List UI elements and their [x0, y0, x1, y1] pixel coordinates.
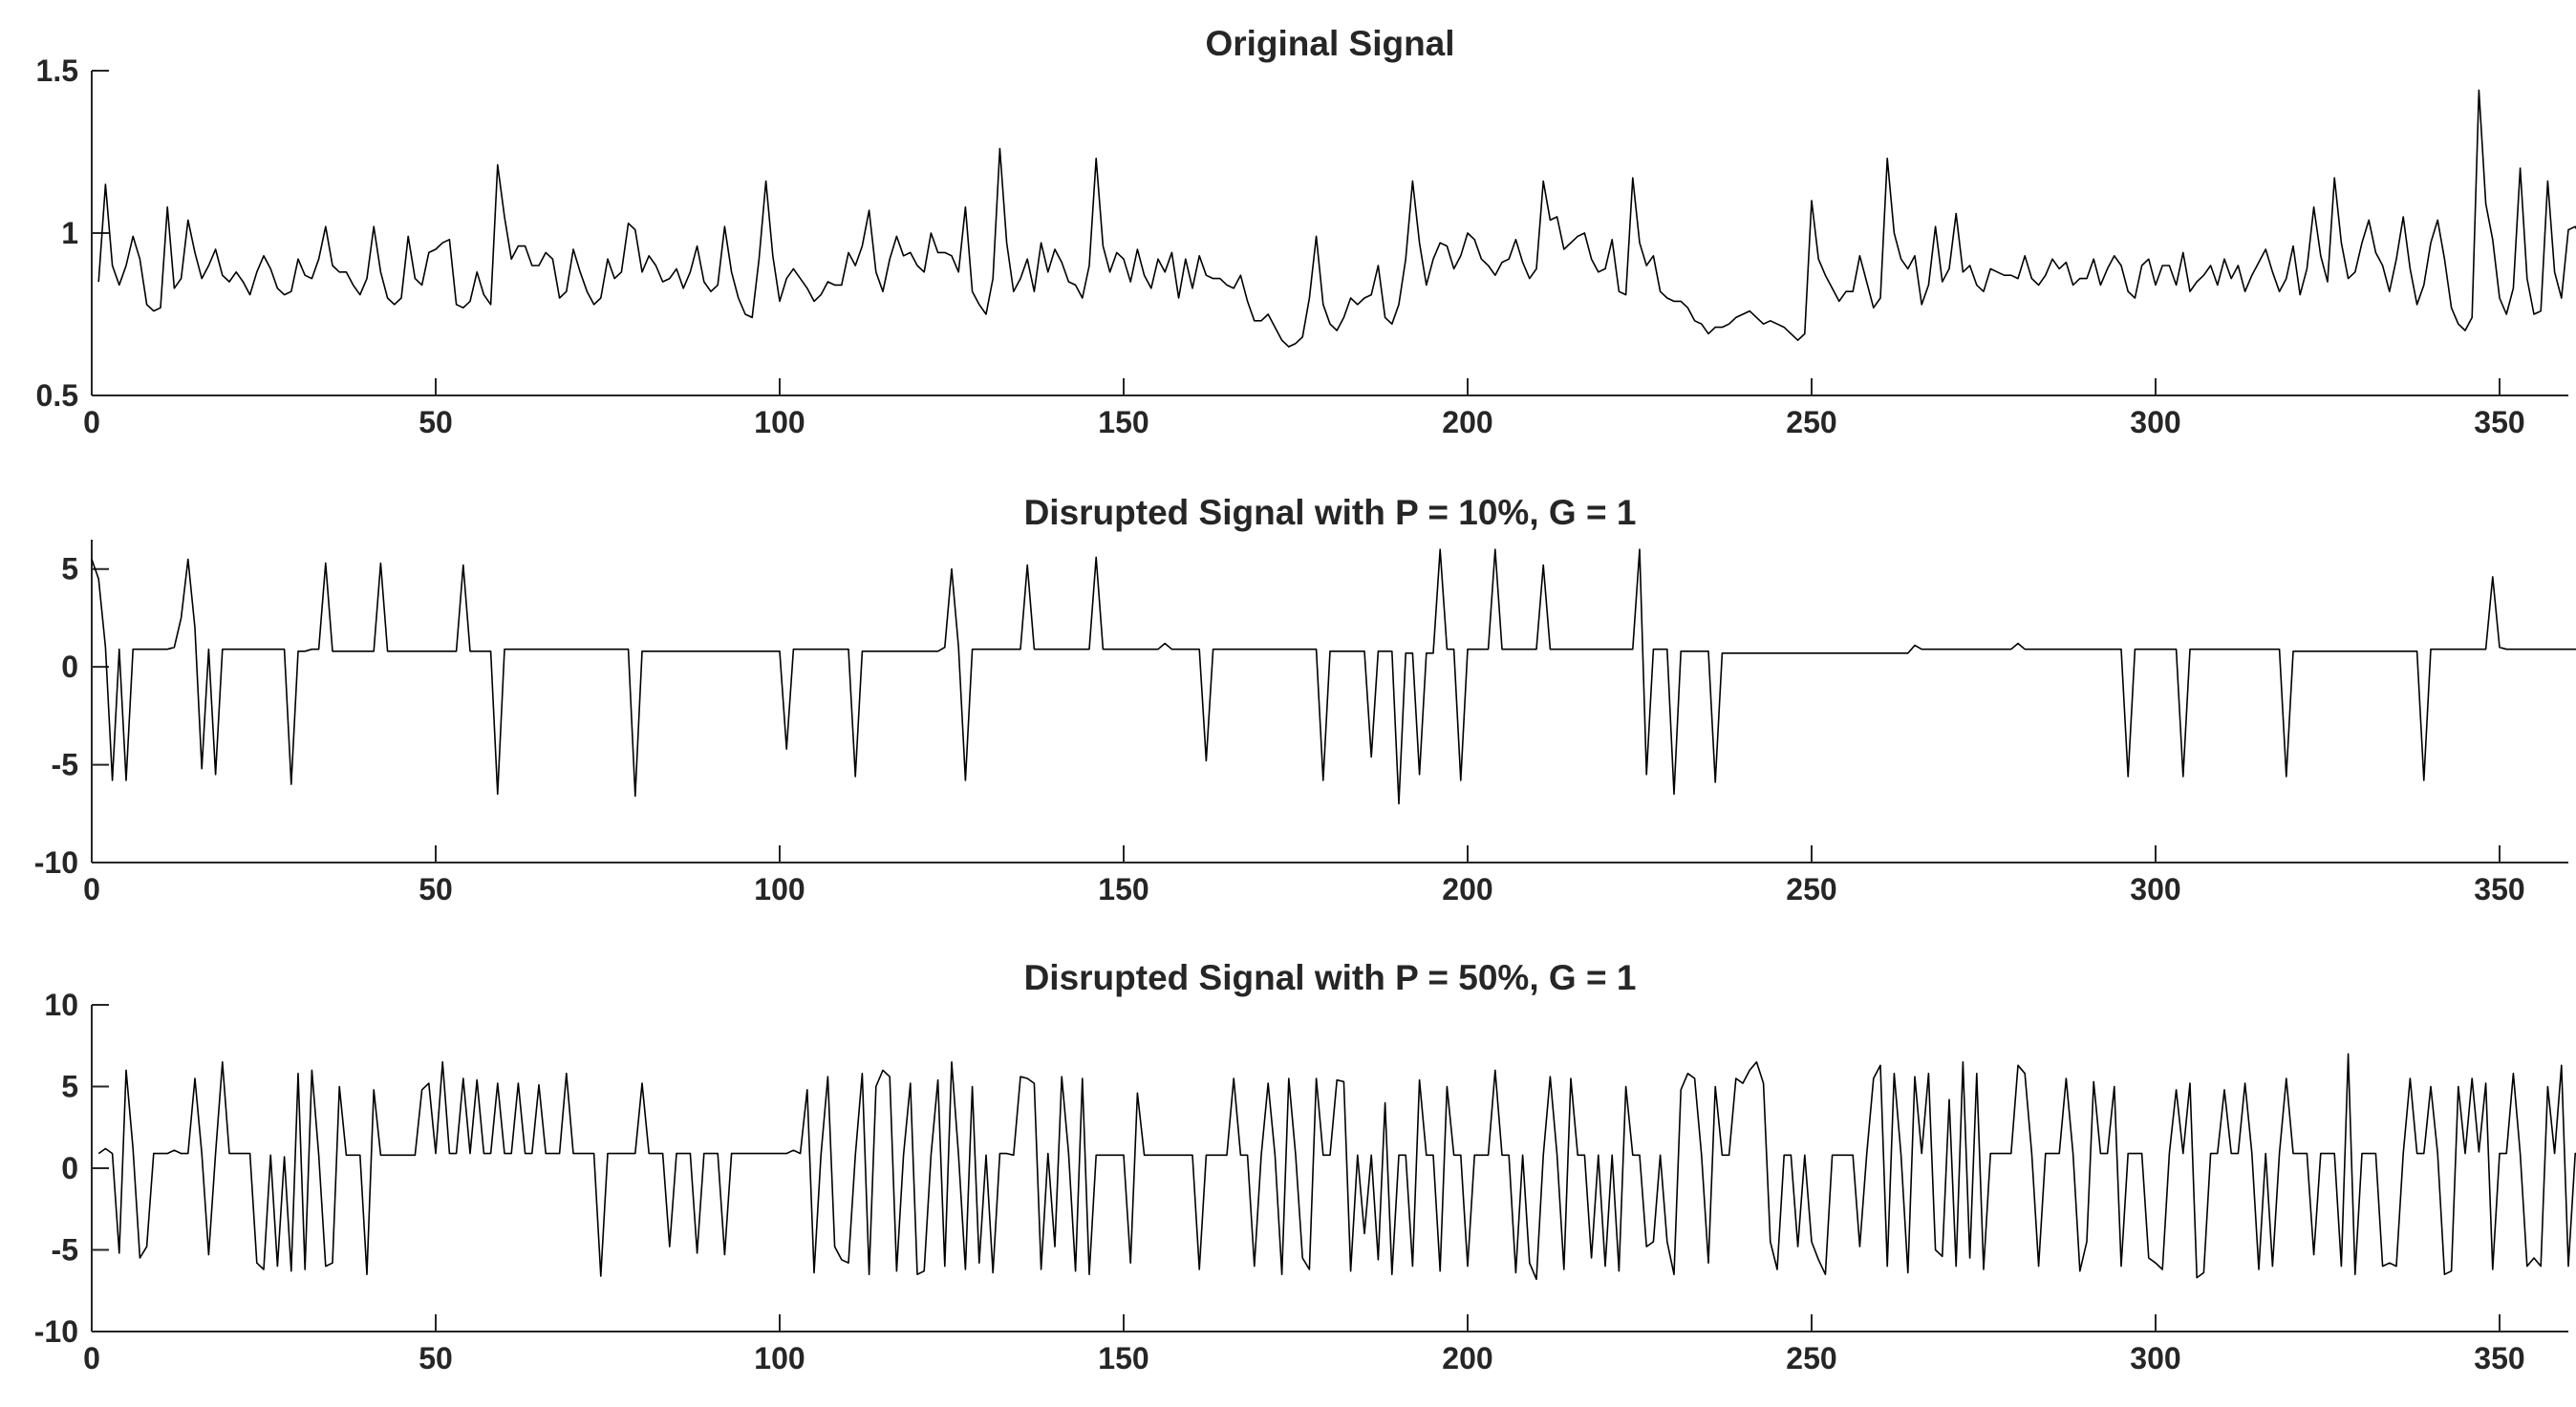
x-tick-label: 350 [2474, 872, 2524, 906]
x-tick-label: 100 [754, 1341, 805, 1375]
y-tick-label: 5 [61, 552, 78, 586]
x-tick-label: 150 [1098, 872, 1148, 906]
y-tick-label: 1 [61, 216, 78, 250]
x-tick-label: 100 [754, 872, 805, 906]
x-tick-label: 350 [2474, 405, 2524, 439]
x-tick-label: 150 [1098, 1341, 1148, 1375]
x-tick-label: 300 [2130, 872, 2180, 906]
series-line [97, 89, 2576, 348]
y-tick-label: -10 [34, 845, 78, 880]
x-tick-label: 250 [1786, 405, 1836, 439]
x-tick-label: 100 [754, 405, 805, 439]
y-tick-label: -5 [52, 748, 78, 782]
y-tick-label: 0 [61, 1151, 78, 1185]
chart-title: Original Signal [1205, 24, 1454, 63]
y-tick-label: 0 [61, 650, 78, 684]
x-tick-label: 350 [2474, 1341, 2524, 1375]
x-tick-label: 250 [1786, 1341, 1836, 1375]
y-tick-label: -5 [52, 1233, 78, 1268]
x-tick-label: 0 [83, 405, 100, 439]
x-tick-label: 50 [419, 1341, 453, 1375]
disrupted-p10-chart: Disrupted Signal with P = 10%, G = 10 50 1… [34, 493, 2576, 906]
x-tick-label: 300 [2130, 1341, 2180, 1375]
x-tick-label: 200 [1442, 1341, 1492, 1375]
y-tick-label: 0.5 [36, 378, 78, 413]
y-tick-label: -10 [34, 1314, 78, 1349]
series-line [91, 548, 2576, 805]
x-tick-label: 150 [1098, 405, 1148, 439]
y-tick-label: 10 [44, 988, 78, 1022]
y-tick-label: 1.5 [36, 53, 78, 88]
y-tick-label: 5 [61, 1070, 78, 1104]
x-tick-label: 50 [419, 872, 453, 906]
x-tick-label: 200 [1442, 405, 1492, 439]
x-tick-label: 200 [1442, 872, 1492, 906]
original-signal-chart: Original Signal 0 50 100 150 200 250 300 350 0.5 1… [36, 24, 2576, 439]
x-tick-label: 0 [83, 1341, 100, 1375]
x-tick-label: 250 [1786, 872, 1836, 906]
x-tick-label: 50 [419, 405, 453, 439]
disrupted-p50-chart: Disrupted Signal with P = 50%, G = 10 50 1… [34, 958, 2576, 1375]
chart-title: Disrupted Signal with P = 50%, G = 1 [1024, 958, 1637, 997]
x-tick-label: 0 [83, 872, 100, 906]
x-tick-label: 300 [2130, 405, 2180, 439]
series-line [97, 1053, 2576, 1281]
chart-title: Disrupted Signal with P = 10%, G = 1 [1024, 493, 1637, 532]
